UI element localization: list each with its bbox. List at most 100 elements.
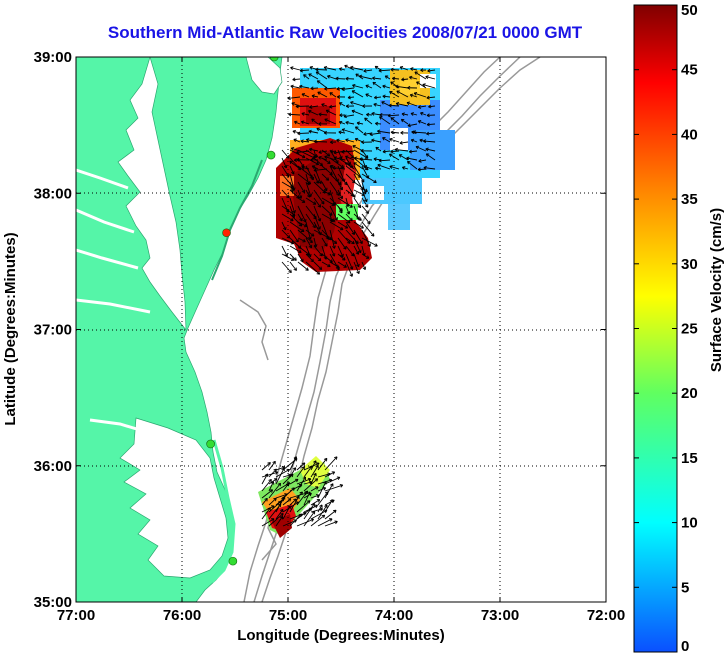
vector-arrow	[361, 253, 370, 259]
vector-arrowhead	[365, 166, 369, 171]
vector-arrowhead	[390, 81, 394, 85]
vector-arrowhead	[332, 165, 336, 170]
vector-arrow	[374, 65, 382, 71]
vector-arrow	[268, 501, 282, 513]
vector-arrowhead	[292, 77, 296, 82]
vector-arrowhead	[272, 460, 276, 465]
vector-arrow	[292, 78, 301, 81]
vector-arrowhead	[293, 158, 297, 163]
vector-arrowhead	[344, 225, 349, 229]
vector-arrow	[335, 77, 346, 80]
vector-arrow	[399, 141, 409, 144]
vector-arrowhead	[422, 139, 427, 144]
vector-arrowhead	[291, 171, 295, 175]
vector-arrow	[275, 493, 288, 499]
vector-arrow	[329, 149, 339, 164]
vector-arrowhead	[343, 246, 347, 250]
vector-arrowhead	[356, 263, 360, 268]
vector-arrow	[337, 221, 348, 229]
vector-arrow	[313, 237, 317, 248]
vector-arrow	[410, 139, 418, 143]
vector-arrowhead	[374, 243, 378, 247]
vector-arrow	[337, 165, 345, 182]
vector-arrowhead	[317, 91, 321, 95]
vector-arrowhead	[355, 251, 360, 255]
vector-arrow	[389, 91, 400, 98]
vector-arrow	[297, 205, 307, 223]
vector-arrow	[296, 466, 305, 478]
vector-arrowhead	[359, 157, 363, 162]
vector-arrowhead	[350, 100, 354, 105]
vector-arrow	[407, 161, 418, 170]
vector-arrow	[329, 157, 344, 169]
radar-stations	[206, 57, 279, 566]
vector-arrowhead	[308, 244, 313, 249]
vector-arrowhead	[365, 210, 369, 214]
vector-arrow	[294, 121, 301, 125]
vector-arrow	[289, 495, 300, 513]
vector-arrowhead	[350, 252, 355, 257]
vector-arrow	[350, 66, 364, 71]
vector-arrow	[324, 118, 337, 125]
vector-arrowhead	[295, 478, 299, 483]
vector-arrowhead	[277, 482, 282, 487]
vector-arrowhead	[287, 96, 291, 101]
vector-arrowhead	[315, 486, 319, 490]
vector-arrow	[315, 71, 328, 80]
vector-arrowhead	[316, 499, 321, 503]
vector-arrow	[419, 139, 427, 143]
vector-arrow	[413, 131, 427, 134]
vector-arrow	[350, 101, 364, 107]
vector-arrow	[409, 150, 418, 153]
vector-arrow	[321, 229, 332, 241]
vector-arrowhead	[309, 239, 313, 244]
vector-arrow	[353, 245, 359, 255]
vector-arrowhead	[305, 138, 310, 142]
vector-arrowhead	[365, 93, 369, 97]
vector-arrow	[345, 245, 355, 257]
vector-arrowhead	[352, 83, 356, 88]
vector-arrow	[317, 91, 328, 98]
vector-arrowhead	[313, 460, 317, 464]
vector-arrow	[300, 140, 310, 143]
vector-arrow	[359, 75, 373, 80]
x-axis-label: Longitude (Degrees:Minutes)	[237, 627, 445, 644]
vector-arrow	[345, 229, 359, 244]
vector-arrowhead	[293, 456, 298, 460]
vector-arrowhead	[350, 65, 354, 70]
vector-arrow	[261, 479, 272, 492]
vector-arrow	[361, 165, 369, 179]
vector-arrow	[275, 516, 283, 527]
vector-arrowhead	[290, 217, 294, 222]
vector-arrow	[426, 123, 436, 126]
vector-arrow	[287, 96, 301, 99]
vector-arrow	[361, 237, 378, 247]
vector-arrowhead	[280, 513, 284, 517]
vector-arrow	[392, 77, 400, 80]
vector-arrow	[337, 237, 347, 250]
vector-arrowhead	[381, 101, 385, 105]
vector-arrow	[427, 69, 436, 72]
vector-arrow	[345, 237, 355, 245]
vector-arrowhead	[400, 118, 405, 123]
station-marker	[228, 556, 238, 566]
vector-arrow	[289, 165, 295, 175]
vector-arrow	[301, 113, 310, 116]
vector-arrow	[345, 261, 353, 277]
vector-arrowhead	[371, 111, 375, 116]
vector-arrowhead	[316, 80, 321, 84]
vector-arrowhead	[299, 217, 303, 222]
vector-arrowhead	[301, 112, 305, 116]
vector-arrowhead	[390, 130, 394, 135]
vector-arrowhead	[315, 180, 320, 184]
vector-arrow	[390, 81, 400, 89]
vector-arrowhead	[293, 257, 297, 261]
vector-arrowhead	[330, 164, 334, 169]
vector-arrow	[268, 482, 281, 499]
vector-arrowhead	[279, 515, 284, 520]
vector-arrow	[311, 95, 319, 98]
vector-arrow	[321, 165, 333, 176]
vector-arrowhead	[401, 77, 405, 82]
vector-arrowhead	[343, 114, 347, 119]
vector-arrowhead	[395, 102, 400, 106]
